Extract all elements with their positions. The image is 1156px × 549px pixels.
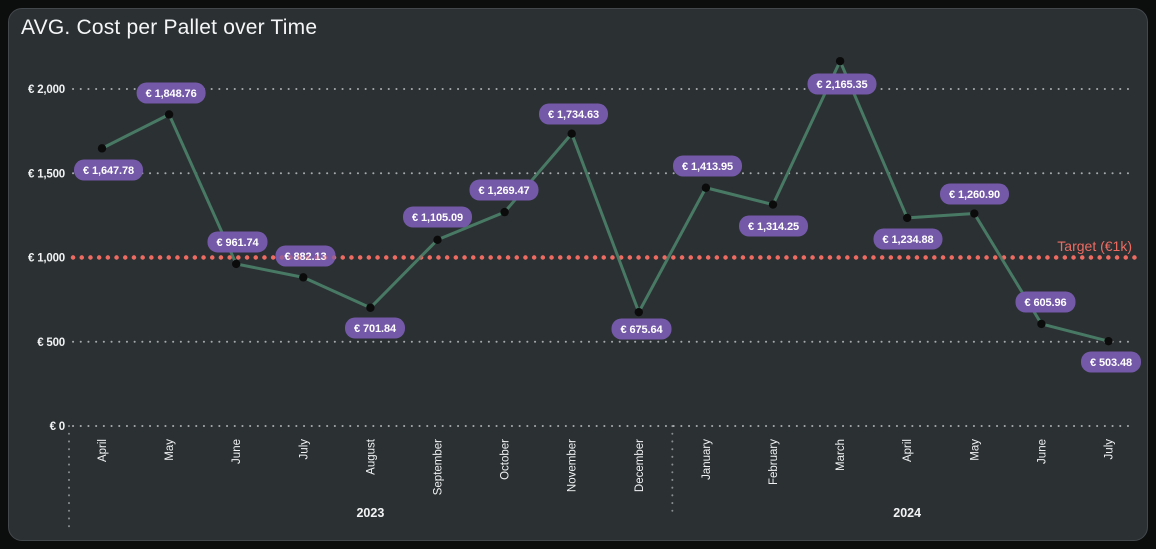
data-label-text: € 605.96 [1024,297,1066,309]
data-label-text: € 961.74 [216,237,259,249]
data-label-badge: € 1,314.25 [739,215,808,237]
series-line [101,59,1109,343]
data-label-badge-bg [469,179,539,201]
data-point-marker[interactable] [164,110,174,119]
chart-title: AVG. Cost per Pallet over Time [21,16,318,39]
data-point-marker[interactable] [567,129,576,138]
data-label-text: € 1,647.78 [83,165,134,177]
data-point-marker[interactable] [835,56,845,66]
data-point-marker[interactable] [433,235,442,244]
data-label-badge: € 1,269.47 [469,179,539,201]
data-label-badge-bg [403,206,472,228]
data-point-marker[interactable] [1037,319,1046,329]
data-label-text: € 503.48 [1090,357,1132,369]
y-axis-tick-label: € 500 [37,337,65,349]
y-axis-tick-label: € 1,500 [28,168,65,180]
chart-card: AVG. Cost per Pallet over Time € 2,000 € … [8,8,1148,541]
data-label-text: € 701.84 [354,323,397,335]
x-axis-month-label: September [433,439,445,495]
data-point-marker[interactable] [701,183,711,192]
data-label-text: € 2,165.35 [817,79,868,91]
data-label-badge: € 1,734.63 [539,103,608,125]
data-label-badge-bg [739,215,808,237]
data-point-marker[interactable] [970,209,979,218]
line-chart-canvas: € 2,000 € 1,500 € 1,000 € 500 € 0 April May Jun… [28,56,1142,530]
data-label-badge: € 1,105.09 [403,206,472,228]
x-axis-month-label: January [701,439,713,480]
data-label-badge-bg [74,159,143,181]
x-axis-month-label: June [231,439,243,464]
data-point-marker[interactable] [1104,336,1113,346]
data-label-badge-bg [1015,291,1076,313]
x-axis-month-label: December [634,439,646,492]
x-axis-month-label: May [969,439,981,461]
data-point-marker[interactable] [97,144,107,153]
y-axis-tick-label: € 0 [50,421,65,433]
data-label-badge-bg [344,317,406,339]
x-axis-month-label: February [768,439,780,485]
x-axis-month-label: August [365,438,377,475]
data-label-badge-bg [207,231,268,253]
x-axis-year-label: 2024 [893,506,921,520]
data-label-badge: € 605.96 [1015,291,1076,313]
data-label-text: € 1,413.95 [682,161,733,173]
data-label-text: € 1,105.09 [412,212,463,224]
data-label-text: € 1,734.63 [548,109,599,121]
data-label-badge: € 1,848.76 [136,82,206,104]
data-label-text: € 882.13 [284,251,326,263]
data-label-text: € 1,848.76 [146,88,197,100]
target-line-label: Target (€1k) [1057,238,1132,254]
x-axis-month-label: May [164,439,176,461]
data-point-marker[interactable] [232,259,241,269]
data-label-badge: € 701.84 [344,317,406,339]
data-label-badge: € 882.13 [275,245,336,267]
x-axis-year-label: 2023 [356,506,384,520]
data-point-marker[interactable] [768,200,778,209]
data-label-badge-bg [136,82,206,104]
data-label-badge-bg [1080,351,1142,373]
data-label-badge: € 1,260.90 [940,183,1009,205]
data-label-badge-bg [539,103,608,125]
x-axis-month-label: November [567,439,579,492]
data-point-marker[interactable] [366,303,375,312]
data-label-badge: € 2,165.35 [807,73,877,95]
data-label-badge: € 1,647.78 [74,159,143,181]
data-label-badge: € 1,234.88 [873,228,943,250]
data-label-badge-bg [940,183,1009,205]
x-axis-month-label: April [97,439,109,462]
data-label-badge: € 961.74 [207,231,268,253]
x-axis-month-label: October [500,439,512,480]
x-axis-month-label: July [298,439,310,460]
data-point-marker[interactable] [634,307,643,317]
x-axis-month-label: June [1036,439,1048,464]
data-point-marker[interactable] [299,273,308,282]
data-label-text: € 1,234.88 [883,234,934,246]
y-axis-tick-label: € 1,000 [28,253,65,265]
data-label-badge: € 675.64 [611,318,672,340]
x-axis-month-label: April [902,439,914,462]
data-label-badge-bg [673,155,742,177]
data-label-text: € 1,314.25 [748,221,799,233]
data-label-text: € 1,269.47 [479,185,530,197]
data-label-text: € 1,260.90 [949,189,1000,201]
data-point-marker[interactable] [903,213,912,223]
data-label-badge-bg [873,228,943,250]
x-axis-month-label: July [1104,439,1116,460]
data-point-marker[interactable] [500,207,509,217]
data-label-badge-bg [611,318,672,340]
data-label-badge: € 1,413.95 [673,155,742,177]
data-label-badge: € 503.48 [1080,351,1142,373]
data-label-badge-bg [275,245,336,267]
data-label-badge-bg [807,73,877,95]
data-label-text: € 675.64 [620,324,663,336]
x-axis-month-label: March [835,439,847,471]
y-axis-tick-label: € 2,000 [28,84,65,96]
